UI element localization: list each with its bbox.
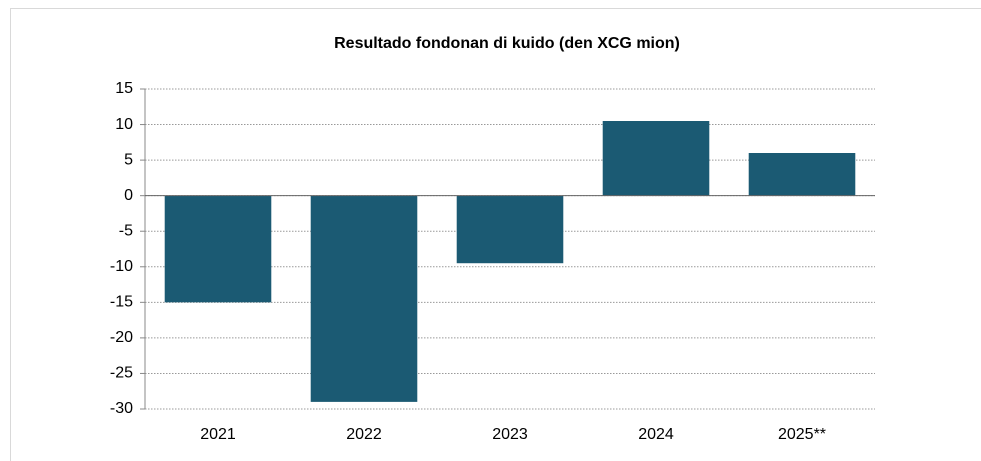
y-tick-label: -10 bbox=[110, 258, 133, 275]
y-tick-label: 10 bbox=[115, 116, 133, 133]
bar bbox=[602, 121, 710, 196]
y-tick-label: -25 bbox=[110, 365, 133, 382]
bar bbox=[456, 195, 564, 264]
x-tick-label: 2022 bbox=[346, 426, 382, 443]
bar bbox=[310, 195, 418, 402]
bar bbox=[748, 153, 856, 196]
x-tick-label: 2023 bbox=[492, 426, 528, 443]
y-tick-label: -5 bbox=[119, 222, 133, 239]
chart-title: Resultado fondonan di kuido (den XCG mio… bbox=[334, 35, 680, 52]
x-tick-label: 2021 bbox=[200, 426, 236, 443]
frame bbox=[10, 8, 981, 461]
y-tick-label: 0 bbox=[124, 187, 133, 204]
y-tick-label: 5 bbox=[124, 151, 133, 168]
y-tick-label: 15 bbox=[115, 80, 133, 97]
y-tick-label: -15 bbox=[110, 294, 133, 311]
y-tick-label: -20 bbox=[110, 329, 133, 346]
y-tick-label: -30 bbox=[110, 400, 133, 417]
x-tick-label: 2025** bbox=[778, 426, 826, 443]
x-tick-label: 2024 bbox=[638, 426, 674, 443]
bar bbox=[164, 195, 272, 303]
